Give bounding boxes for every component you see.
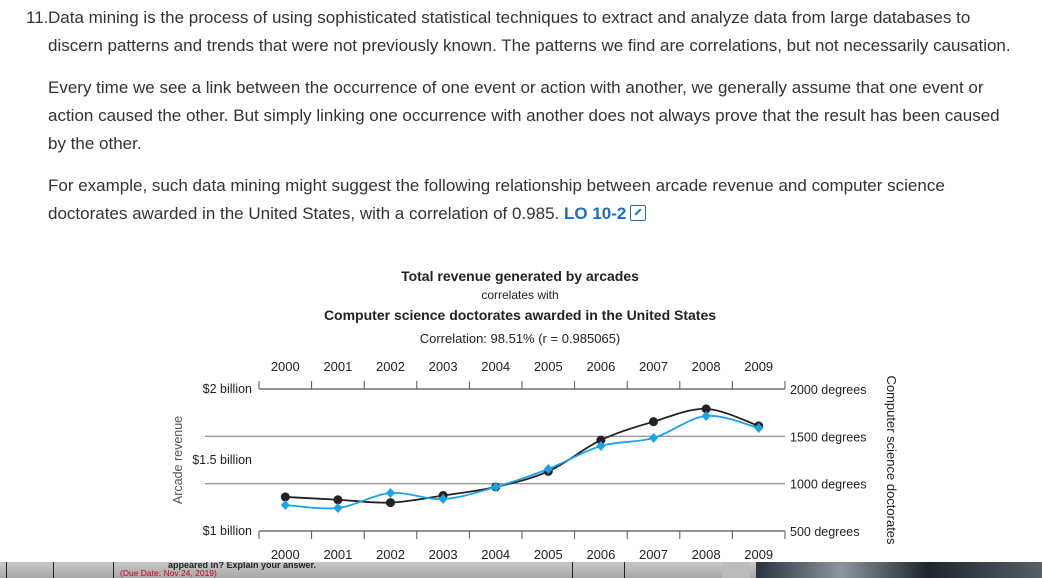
chart-correlation: Correlation: 98.51% (r = 0.985065) — [419, 331, 621, 346]
x-tick-label-bottom: 2001 — [323, 547, 352, 562]
divider — [6, 562, 7, 578]
data-point-doctorates — [649, 433, 658, 444]
x-tick-label-bottom: 2000 — [271, 547, 300, 562]
x-tick-label-bottom: 2003 — [429, 547, 458, 562]
x-tick-label-top: 2004 — [481, 359, 510, 374]
chart-title-2: Computer science doctorates awarded in t… — [323, 307, 717, 323]
x-tick-label-bottom: 2009 — [744, 547, 773, 562]
learning-objective-link[interactable]: LO 10-2 — [563, 204, 627, 223]
data-point-revenue — [438, 491, 448, 500]
x-tick-label-top: 2006 — [586, 359, 615, 374]
background-page-strip: appeared in? Explain your answer. (Due D… — [0, 562, 1042, 578]
data-point-doctorates — [596, 440, 606, 451]
x-tick-label-top: 2007 — [639, 359, 668, 374]
right-tick-label: 1000 degrees — [790, 478, 866, 492]
data-point-doctorates — [491, 481, 501, 492]
data-point-revenue — [333, 495, 343, 505]
left-axis-label: Arcade revenue — [171, 416, 185, 504]
x-tick-label-top: 2001 — [323, 359, 352, 374]
data-point-doctorates — [701, 410, 711, 421]
data-point-revenue — [596, 435, 606, 445]
right-tick-label: 1500 degrees — [790, 430, 866, 444]
x-tick-label-bottom: 2005 — [534, 547, 563, 562]
left-tick-label: $2 billion — [203, 382, 252, 396]
x-tick-label-top: 2002 — [376, 359, 405, 374]
data-point-revenue — [491, 482, 501, 492]
right-axis-label: Computer science doctorates — [884, 375, 899, 545]
divider — [624, 562, 625, 578]
data-point-doctorates — [333, 502, 343, 513]
partial-question-text: appeared in? Explain your answer. — [168, 562, 317, 570]
divider — [113, 562, 114, 578]
question-block: 11. Data mining is the process of using s… — [26, 4, 1016, 242]
data-point-doctorates — [754, 423, 764, 434]
data-point-doctorates — [280, 499, 290, 510]
background-photo — [756, 562, 1042, 578]
chart-subtitle: correlates with — [481, 288, 559, 302]
x-tick-label-top: 2008 — [692, 359, 721, 374]
data-point-doctorates — [386, 488, 395, 499]
right-tick-label: 2000 degrees — [790, 383, 866, 397]
data-point-revenue — [754, 421, 764, 431]
x-tick-label-top: 2005 — [534, 359, 563, 374]
right-tick-label: 500 degrees — [790, 525, 860, 539]
x-tick-label-bottom: 2006 — [586, 547, 615, 562]
x-tick-label-top: 2009 — [744, 359, 773, 374]
divider — [572, 562, 573, 578]
question-paragraph-1: 11. Data mining is the process of using s… — [26, 8, 1011, 55]
divider — [53, 562, 54, 578]
data-point-revenue — [386, 498, 395, 508]
x-tick-label-bottom: 2007 — [639, 547, 668, 562]
left-tick-label: $1 billion — [203, 524, 252, 538]
x-tick-label-top: 2003 — [429, 359, 458, 374]
data-point-revenue — [280, 492, 290, 502]
x-tick-label-top: 2000 — [271, 359, 300, 374]
data-point-revenue — [649, 417, 658, 427]
left-tick-label: $1.5 billion — [192, 453, 252, 467]
series-line-left — [285, 407, 759, 504]
question-paragraph-3: For example, such data mining might sugg… — [48, 176, 945, 223]
scrollbar[interactable] — [722, 562, 750, 578]
data-point-doctorates — [438, 494, 448, 505]
data-point-doctorates — [543, 463, 553, 474]
chart-title: Total revenue generated by arcades — [401, 268, 639, 284]
x-tick-label-bottom: 2004 — [481, 547, 510, 562]
data-point-revenue — [543, 466, 553, 476]
x-tick-label-bottom: 2008 — [692, 547, 721, 562]
question-paragraph-2: Every time we see a link between the occ… — [48, 78, 1000, 153]
x-tick-label-bottom: 2002 — [376, 547, 405, 562]
data-point-revenue — [701, 404, 711, 414]
series-line-right — [285, 415, 759, 510]
due-date: (Due Date: Nov 24, 2019) — [120, 568, 217, 578]
external-link-icon[interactable] — [630, 205, 647, 221]
